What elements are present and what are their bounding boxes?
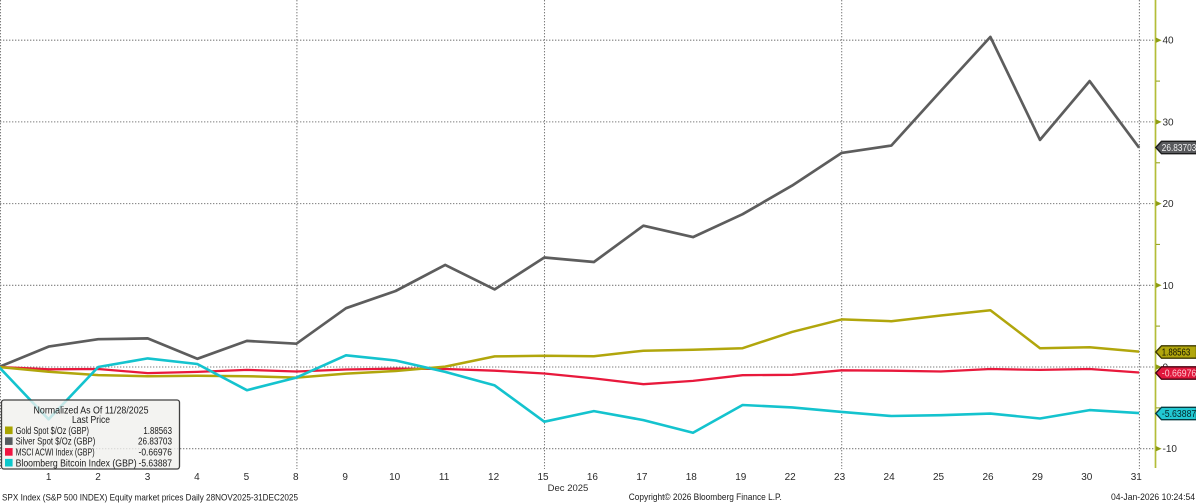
svg-text:Copyright© 2026 Bloomberg Fina: Copyright© 2026 Bloomberg Finance L.P.	[629, 492, 782, 503]
svg-text:26.83703: 26.83703	[138, 437, 172, 448]
svg-text:Bloomberg Bitcoin Index (GBP): Bloomberg Bitcoin Index (GBP)	[16, 458, 137, 469]
svg-text:2: 2	[95, 472, 101, 483]
svg-text:23: 23	[834, 472, 846, 483]
svg-text:22: 22	[785, 472, 797, 483]
svg-text:-5.63887: -5.63887	[139, 458, 173, 469]
svg-text:4: 4	[194, 472, 200, 483]
svg-text:Dec 2025: Dec 2025	[548, 483, 589, 494]
svg-text:Silver Spot $/Oz (GBP): Silver Spot $/Oz (GBP)	[16, 437, 96, 448]
svg-text:16: 16	[587, 472, 599, 483]
svg-text:15: 15	[537, 472, 549, 483]
svg-text:1: 1	[46, 472, 52, 483]
svg-text:11: 11	[439, 472, 450, 483]
svg-text:25: 25	[933, 472, 945, 483]
svg-text:18: 18	[686, 472, 698, 483]
svg-text:5: 5	[244, 472, 250, 483]
svg-text:-5.63887: -5.63887	[1162, 409, 1196, 420]
svg-text:-10: -10	[1163, 444, 1178, 455]
svg-text:-0.66976: -0.66976	[139, 448, 173, 459]
svg-text:3: 3	[145, 472, 151, 483]
svg-text:30: 30	[1163, 117, 1175, 128]
svg-text:Gold Spot $/Oz (GBP): Gold Spot $/Oz (GBP)	[16, 426, 89, 437]
svg-text:9: 9	[342, 472, 348, 483]
svg-text:40: 40	[1163, 36, 1175, 47]
svg-text:30: 30	[1081, 472, 1093, 483]
svg-text:19: 19	[735, 472, 747, 483]
svg-text:1.88563: 1.88563	[1162, 348, 1191, 359]
svg-text:24: 24	[884, 472, 896, 483]
svg-text:SPX Index (S&P 500 INDEX) Equi: SPX Index (S&P 500 INDEX) Equity market …	[2, 493, 298, 504]
svg-text:17: 17	[636, 472, 648, 483]
svg-text:-0.66976: -0.66976	[1162, 369, 1196, 380]
svg-text:Last Price: Last Price	[72, 415, 110, 426]
svg-text:12: 12	[488, 472, 500, 483]
svg-text:MSCI ACWI Index (GBP): MSCI ACWI Index (GBP)	[16, 448, 95, 459]
svg-text:20: 20	[1163, 199, 1175, 210]
svg-text:10: 10	[389, 472, 401, 483]
svg-text:Normalized As Of 11/28/2025: Normalized As Of 11/28/2025	[34, 405, 149, 416]
svg-text:31: 31	[1131, 472, 1143, 483]
svg-text:1.88563: 1.88563	[143, 426, 172, 437]
svg-text:8: 8	[293, 472, 299, 483]
svg-text:26.83703: 26.83703	[1162, 143, 1196, 154]
svg-text:26: 26	[982, 472, 994, 483]
svg-text:10: 10	[1163, 281, 1175, 292]
svg-text:29: 29	[1032, 472, 1044, 483]
svg-text:04-Jan-2026 10:24:54: 04-Jan-2026 10:24:54	[1111, 492, 1195, 503]
